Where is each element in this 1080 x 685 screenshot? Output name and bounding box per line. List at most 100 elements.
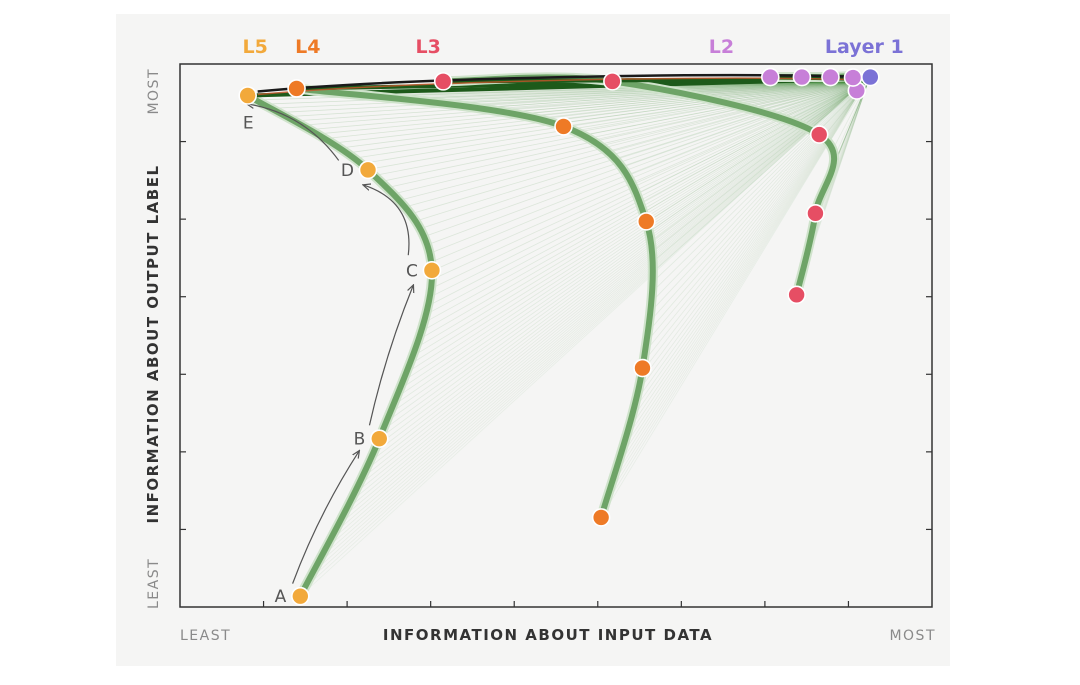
fan-line-l3 <box>687 80 869 95</box>
point-label-b: B <box>354 430 366 450</box>
point-l2-2 <box>843 68 863 87</box>
fan-line-l5 <box>294 80 865 122</box>
fan-line-l4 <box>615 80 867 160</box>
point-l4-3 <box>636 212 656 231</box>
point-l4-2 <box>633 358 652 378</box>
fan-line-l4 <box>648 80 867 323</box>
fan-line-l5 <box>431 80 865 281</box>
fan-line-l3 <box>734 80 869 106</box>
fan-line-l5 <box>382 80 865 431</box>
point-l3-2 <box>806 204 825 223</box>
point-l4-5 <box>287 79 306 98</box>
fan-line-l5 <box>345 80 865 511</box>
fan-line-l4 <box>652 80 867 263</box>
fan-line-l5 <box>346 80 865 154</box>
point-label-a: A <box>275 587 287 607</box>
arrow-D-to-E <box>247 104 340 161</box>
layer-labels: L5 L4 L3 L2 Layer 1 <box>243 36 904 58</box>
fan-line-l5 <box>409 80 865 366</box>
y-axis-title: INFORMATION ABOUT OUTPUT LABEL <box>144 164 162 523</box>
information-plane-chart: A B C D E L5 L4 L3 L2 Layer 1 LEAST MOST INFORMA… <box>144 36 935 644</box>
fan-line-l5 <box>329 80 865 542</box>
fan-line-l5 <box>427 80 865 246</box>
fan-line-l4 <box>639 80 867 204</box>
plot-frame <box>179 63 933 608</box>
point-l2-4 <box>792 67 812 87</box>
fan-line-l4 <box>627 80 867 177</box>
fan-line-l5 <box>286 80 865 118</box>
fan-line-l5 <box>332 80 865 144</box>
fan-line-l3 <box>741 80 869 108</box>
point-l5-2 <box>369 429 389 448</box>
point-l5-1 <box>291 586 310 606</box>
fan-line-l4 <box>643 80 867 214</box>
fan-line-l4 <box>643 80 867 363</box>
fan-line-l5 <box>270 80 865 109</box>
fan-line-l5 <box>317 80 865 135</box>
fan-line-l5 <box>312 80 865 573</box>
fan-line-l4 <box>600 80 867 518</box>
fan-line-l4 <box>406 80 867 100</box>
layer-points <box>238 67 880 606</box>
fan-line-l5 <box>304 80 865 589</box>
figure-panel: A B C D E L5 L4 L3 L2 Layer 1 LEAST MOST INFORMA… <box>116 14 950 666</box>
fan-line-l5 <box>339 80 865 149</box>
fan-line-l4 <box>583 80 867 136</box>
point-layer-1-1 <box>861 67 880 87</box>
arrow-B-to-C <box>368 286 413 426</box>
fan-line-l4 <box>592 80 867 141</box>
fan-line-l3 <box>710 80 869 100</box>
fan-line-l5 <box>341 80 865 519</box>
fan-line-l4 <box>652 80 867 283</box>
fan-line-l5 <box>392 80 865 407</box>
fan-line-l5 <box>301 80 865 126</box>
fan-line-l5 <box>324 80 865 140</box>
fan-line-l5 <box>410 80 865 215</box>
point-label-e: E <box>243 113 254 133</box>
point-l2-3 <box>821 67 840 87</box>
fan-line-l5 <box>354 80 865 159</box>
arrow-A-to-B <box>292 451 359 584</box>
fan-line-l5 <box>320 80 865 558</box>
fan-line-l4 <box>651 80 867 253</box>
fan-line-l4 <box>632 80 867 185</box>
fan-line-l4 <box>396 80 867 99</box>
fan-line-l5 <box>278 80 865 113</box>
fan-line-l4 <box>636 80 867 195</box>
point-l2-5 <box>761 67 780 87</box>
fan-line-l4 <box>650 80 867 303</box>
fan-line-l4 <box>376 80 867 97</box>
fan-line-l5 <box>372 80 865 455</box>
fan-line-l3 <box>695 80 869 97</box>
fan-line-l4 <box>606 80 867 499</box>
arrow-C-to-D <box>364 185 410 256</box>
fan-line-l3 <box>718 80 869 102</box>
fan-line-l4 <box>639 80 867 383</box>
layer-label-l4: L4 <box>295 36 320 58</box>
fan-line-l5 <box>300 80 865 597</box>
x-axis-title: INFORMATION ABOUT INPUT DATA <box>383 626 713 644</box>
fan-line-l5 <box>308 80 865 581</box>
fan-line-l5 <box>386 80 865 189</box>
layer-label-l3: L3 <box>415 36 440 58</box>
fan-line-l5 <box>406 80 865 374</box>
fan-line-l5 <box>357 80 865 487</box>
fan-line-l3 <box>726 80 869 104</box>
point-label-d: D <box>341 161 354 181</box>
trajectory-l5 <box>244 92 435 600</box>
fan-line-l5 <box>430 80 865 289</box>
point-l4-4 <box>554 117 573 136</box>
layer-label-layer-1: Layer 1 <box>825 36 904 58</box>
fan-line-l4 <box>621 80 867 168</box>
fan-line-l5 <box>404 80 865 208</box>
fan-line-l5 <box>367 80 865 170</box>
layer-label-l5: L5 <box>243 36 268 58</box>
layer-label-l2: L2 <box>709 36 734 58</box>
fan-line-l5 <box>324 80 865 550</box>
fan-line-l4 <box>608 80 867 153</box>
fan-line-l5 <box>415 80 865 222</box>
fan-line-l4 <box>386 80 867 98</box>
fan-line-l4 <box>651 80 867 293</box>
fan-line-l5 <box>380 80 865 183</box>
point-l3-3 <box>809 125 829 144</box>
